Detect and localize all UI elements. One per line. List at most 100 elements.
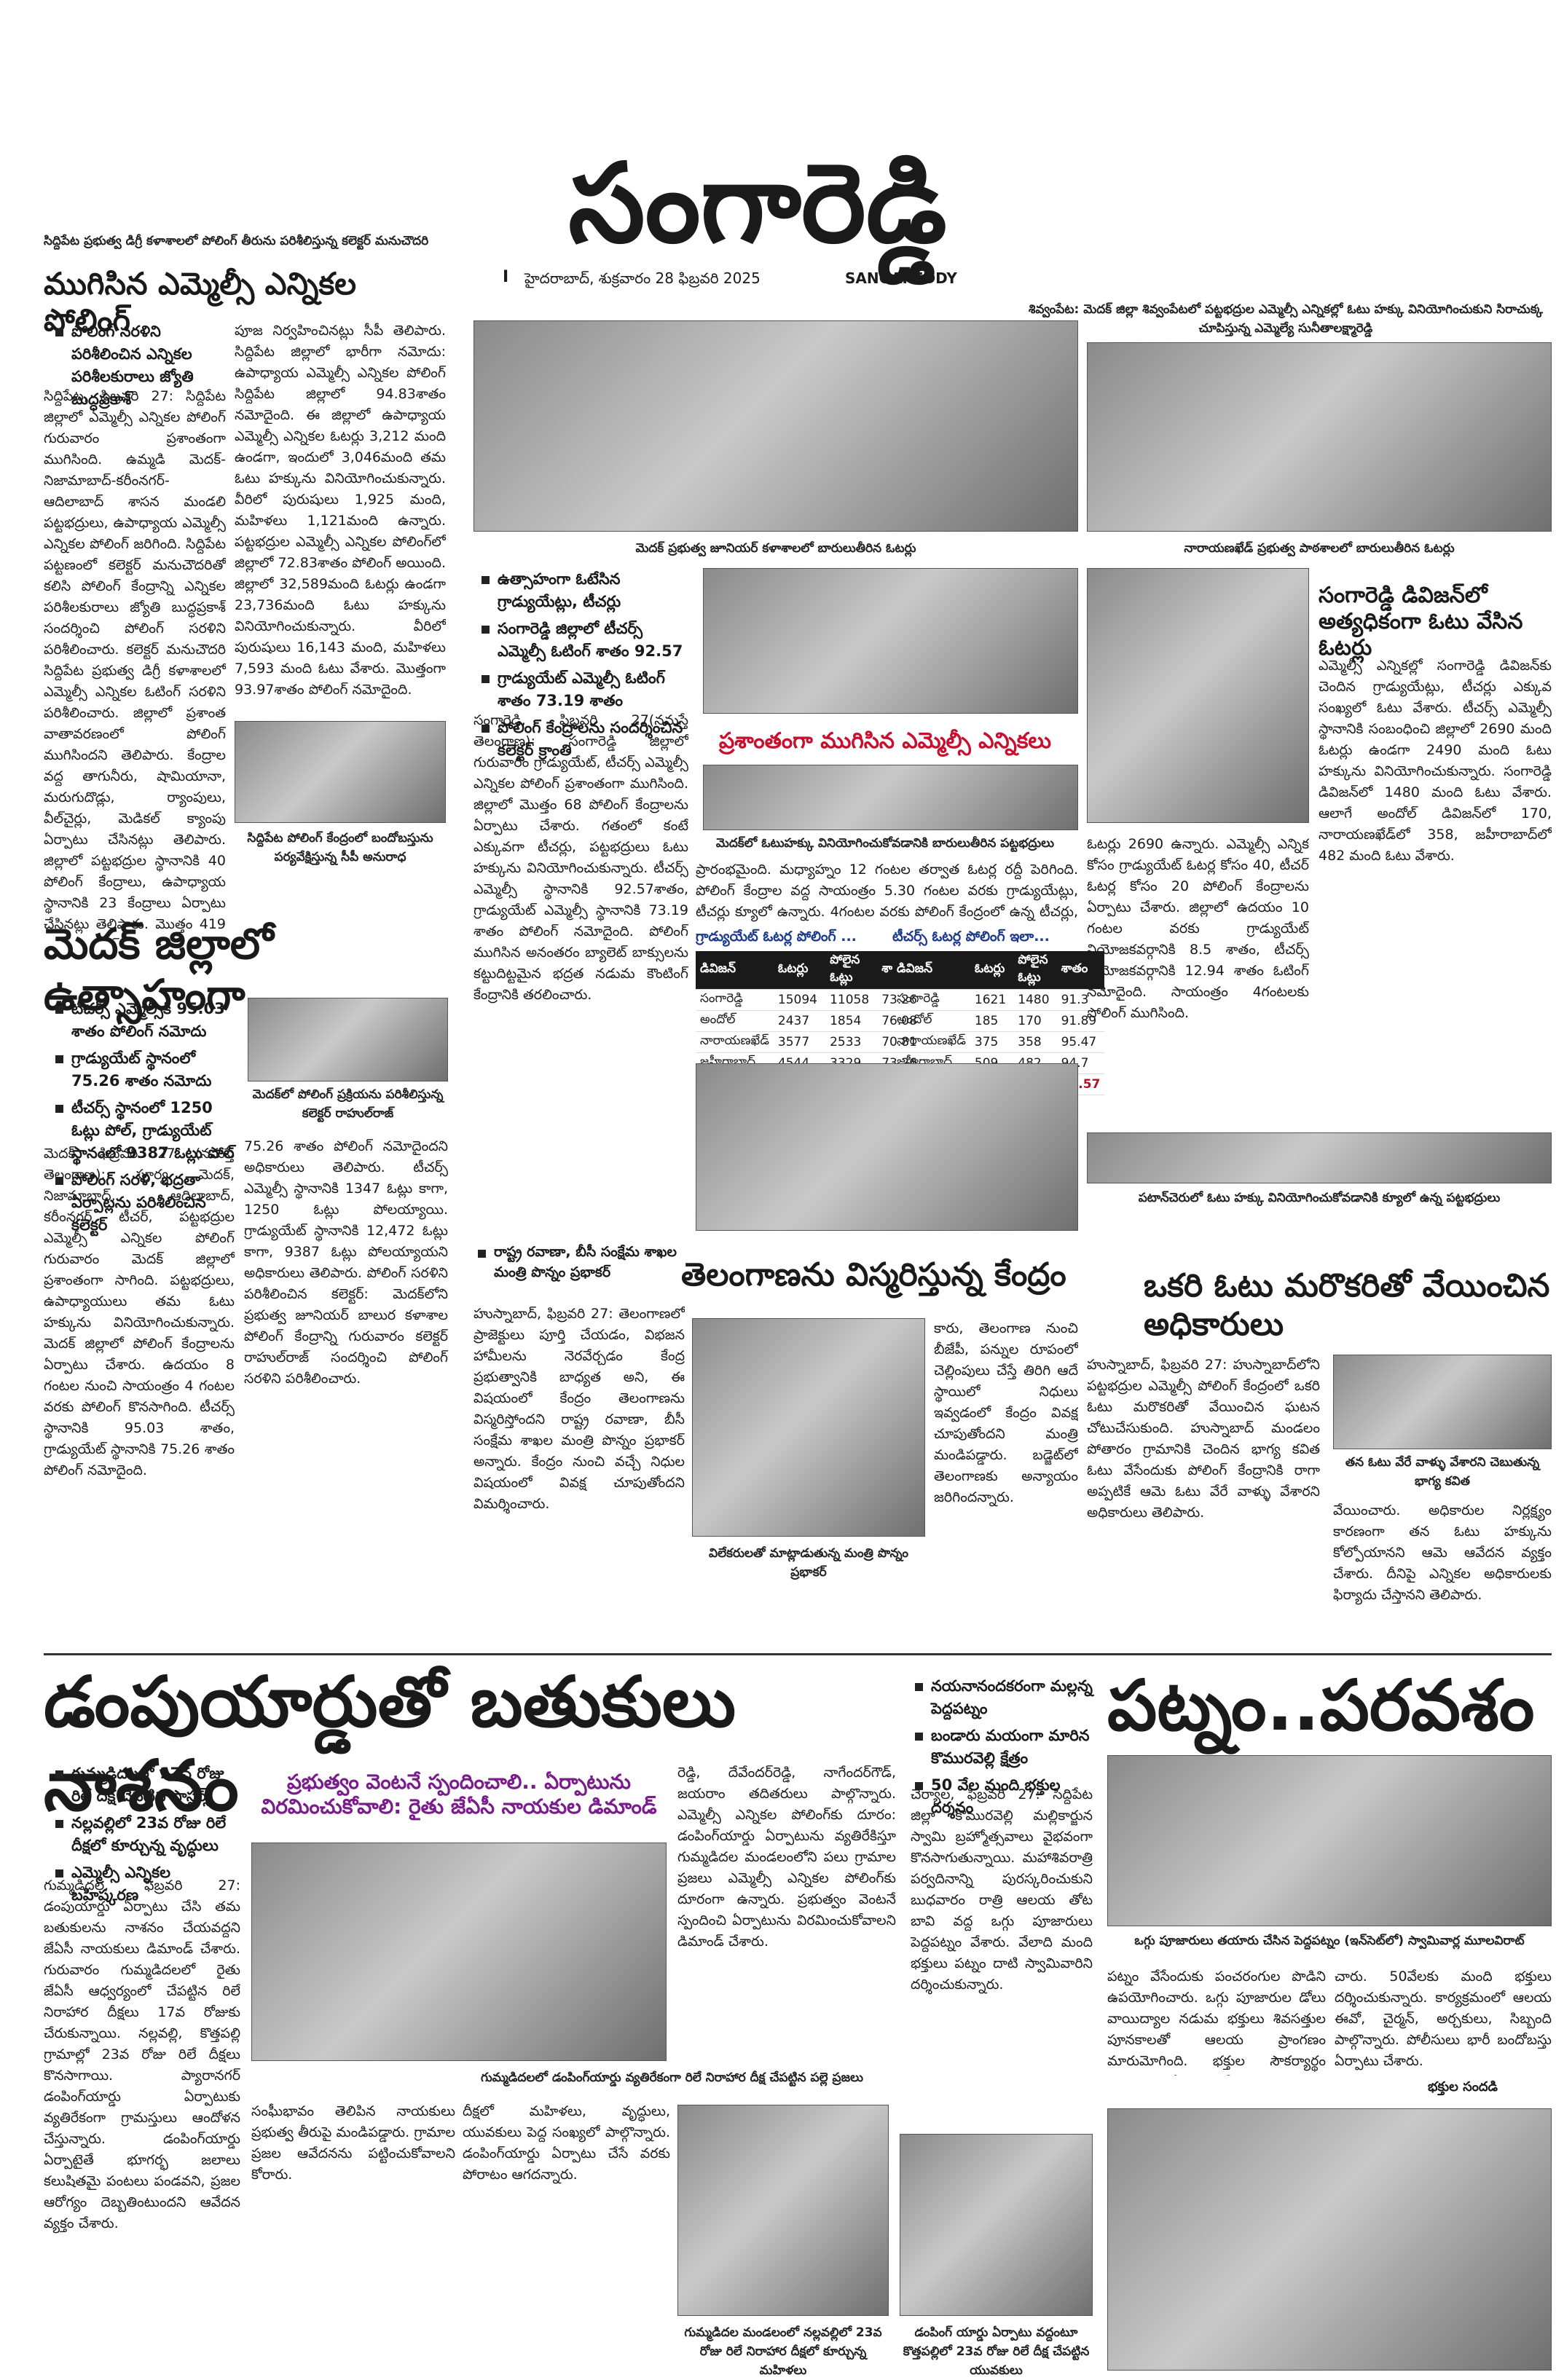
table-cell: నారాయణఖేడ్ (696, 1031, 774, 1053)
headline: ముగిసిన ఎమ్మెల్సీ ఎన్నికల పోలింగ్ (44, 266, 357, 339)
table-cell: 2437 (773, 1010, 826, 1032)
table-title: టీచర్స్ ఓటర్ల పోలింగ్ ఇలా... (892, 929, 1050, 945)
headline: తెలంగాణను విస్మరిస్తున్న కేంద్రం (681, 1256, 1066, 1293)
table-cell: 1621 (970, 989, 1014, 1011)
caption: సిద్దిపేట ప్రభుత్వ డిగ్రీ కళాశాలలో పోలిం… (44, 234, 429, 248)
photo (235, 721, 446, 823)
article-body: సిద్దిపేట, ఫిబ్రవరి 27: సిద్దిపేట జిల్లా… (44, 388, 226, 939)
table-cell: 11058 (825, 989, 878, 1011)
article-body: ఎమ్మెల్సీ ఎన్నికల్లో సంగారెడ్డి డివిజన్‌… (1319, 658, 1552, 864)
caption: విలేకరులతో మాట్లాడుతున్న మంత్రి పొన్నం ప… (709, 1546, 908, 1580)
photo (1087, 1132, 1552, 1183)
headline: పట్నం..పరవశం (1107, 1665, 1535, 1746)
bullet-list: రాష్ట్ర రవాణా, బీసీ సంక్షేమ శాఖల మంత్రి … (474, 1242, 677, 1287)
photo (692, 1318, 925, 1537)
table-cell: సంగారెడ్డి (892, 989, 970, 1011)
table-row: సంగారెడ్డి 1621 1480 91.3 (892, 989, 1105, 1011)
bullet: పోలింగ్ సరళి, భద్రతా ఏర్పాట్లను పరిశీలిం… (51, 1169, 240, 1237)
bullet-list: ఉత్సాహంగా ఓటేసిన గ్రాడ్యుయేట్లు, టీచర్లు… (477, 568, 696, 766)
masthead-english: SANGAREDDY (845, 269, 957, 287)
photo (1333, 1355, 1552, 1449)
article-body: పట్నం వేసేందుకు పంచరంగుల పొడిని ఉపయోగించ… (1107, 1969, 1326, 2076)
bullet: టీచర్స్ స్థానంలో 1250 ఓట్లు పోల్, గ్రాడ్… (51, 1097, 240, 1165)
byline: భక్తుల సందడి (1428, 2079, 1498, 2095)
table-row: అందోల్ 185 170 91.89 (892, 1010, 1105, 1032)
table-cell: 358 (1013, 1031, 1057, 1053)
article-body: ప్రారంభమైంది. మధ్యాహ్నం 12 గంటల తర్వాత ఓ… (696, 862, 1078, 920)
table-cell: 95.47 (1056, 1031, 1105, 1053)
table-cell: 1854 (825, 1010, 878, 1032)
caption: మెదక్ ప్రభుత్వ జూనియర్ కళాశాలలో బారులుతీ… (635, 541, 916, 556)
headline: డంపుయార్డుతో బతుకులు నాశనం (44, 1661, 736, 1827)
article-body: ఓటర్లు 2690 ఉన్నారు. ఎమ్మెల్సీ ఎన్నిక కో… (1087, 836, 1309, 1021)
caption: ఒగ్గు పూజారులు తయారు చేసిన పెద్దపట్నం (ఇ… (1134, 1934, 1525, 1948)
table-cell: 15094 (773, 989, 826, 1011)
dateline: హైదరాబాద్, శుక్రవారం 28 ఫిబ్రవరి 2025 (524, 269, 761, 287)
table-cell: 170 (1013, 1010, 1057, 1032)
caption: సిద్దిపేట పోలింగ్ కేంద్రంలో బందోబస్తును … (247, 831, 433, 864)
headline: ప్రశాంతంగా ముగిసిన ఎమ్మెల్సీ ఎన్నికలు (718, 728, 1052, 754)
table-cell: సంగారెడ్డి (696, 989, 774, 1011)
article-body: గుమ్మడిదల, ఫిబ్రవరి 27: డంపుయార్డు ఏర్పా… (44, 1877, 240, 2231)
article-body: చేర్యాల, ఫిబ్రవరి 27: సిద్దిపేట జిల్లా క… (911, 1786, 1093, 1993)
bullet: పోలింగ్ కేంద్రాలను సందర్శించిన కలెక్టర్ … (477, 717, 696, 762)
article-body: సంగారెడ్డి, ఫిబ్రవరి 27(నమస్తే తెలంగాణ):… (474, 712, 688, 1003)
caption: పటాన్‌చెరులో ఓటు హక్కు వినియోగించుకోవడాన… (1138, 1191, 1501, 1205)
header-cell: డివిజన్ (892, 951, 970, 990)
edition: I (503, 268, 509, 286)
article-body: పూజ నిర్వహించినట్లు సీపీ తెలిపారు. సిద్ద… (235, 323, 446, 698)
table-row: నారాయణఖేడ్ 375 358 95.47 (892, 1031, 1105, 1053)
table-header: డివిజన్ఓటర్లుపోలైన ఓట్లుశాతం (696, 951, 926, 990)
article-body: వేయించారు. అధికారుల నిర్లక్ష్యం కారణంగా … (1333, 1502, 1552, 1603)
bullet-list: గుమ్మడిదలలో 17వ రోజు రిలే దీక్ష చేపట్టిన… (51, 1762, 240, 1911)
caption: తన ఓటు వేరే వాళ్ళు వేశారని చెబుతున్న భాగ… (1345, 1455, 1540, 1489)
caption: మెదక్‌లో పోలింగ్ ప్రక్రియను పరిశీలిస్తున… (252, 1087, 444, 1121)
photo (696, 1063, 1078, 1231)
masthead-title: సంగారెడ్డి (568, 141, 947, 267)
bullet: పోలింగ్ సరళిని పరిశీలించిన ఎన్నికల పరిశీ… (51, 320, 226, 411)
caption: డంపింగ్ యార్డు ఏర్పాటు వద్దంటూ కొత్తపల్ల… (903, 2325, 1090, 2378)
bullet: సంగారెడ్డి జిల్లాలో టీచర్స్ ఎమ్మెల్సీ ఓట… (477, 618, 696, 663)
bullet: రాష్ట్ర రవాణా, బీసీ సంక్షేమ శాఖల మంత్రి … (474, 1242, 677, 1282)
header-cell: పోలైన ఓట్లు (1013, 951, 1057, 990)
headline: ఒకరి ఓటు మరొకరితో వేయించిన అధికారులు (1144, 1267, 1550, 1343)
photo (248, 998, 448, 1081)
bullet-list: టీచర్స్ ఎమ్మెల్సీకి 95.03 శాతం పోలింగ్ న… (51, 998, 240, 1241)
photo (703, 765, 1078, 830)
header-cell: పోలైన ఓట్లు (825, 951, 878, 990)
table-cell: నారాయణఖేడ్ (892, 1031, 970, 1053)
header-cell: డివిజన్ (696, 951, 774, 990)
article-body: చారు. 50వేలకు మంది భక్తులు దర్శించుకున్న… (1335, 1969, 1552, 2069)
table-row: నారాయణఖేడ్ 3577 2533 70.81 (696, 1031, 926, 1053)
headline: మెదక్ జిల్లాలో ఉత్సాహంగా (44, 919, 274, 1020)
bullet: గ్రాడ్యుయేట్ స్థానంలో 75.26 శాతం నమోదు (51, 1047, 240, 1092)
caption: గుమ్మడిదల మండలంలో నల్లవల్లిలో 23వ రోజు ర… (684, 2325, 882, 2378)
article-body: దీక్షలో మహిళలు, వృద్ధులు, యువకులు పెద్ద … (463, 2103, 670, 2183)
caption: నారాయణఖేడ్ ప్రభుత్వ పాఠశాలలో బారులుతీరిన… (1184, 541, 1455, 556)
caption: మెదక్‌లో ఓటుహక్కు వినియోగించుకోవడానికి బ… (715, 836, 1055, 851)
rule (44, 1653, 1552, 1655)
table-title: గ్రాడ్యుయేట్ ఓటర్ల పోలింగ్ ... (696, 929, 857, 945)
photo (677, 2105, 889, 2316)
photo (703, 568, 1078, 714)
photo (1107, 1755, 1552, 1926)
bullet: నల్లవల్లిలో 23వ రోజు రిలే దీక్షలో కూర్చు… (51, 1812, 240, 1857)
article-body: హుస్నాబాద్, ఫిబ్రవరి 27: హుస్నాబాద్‌లోని… (1087, 1357, 1320, 1521)
bullet: బండారు మయంగా మారిన కొమురవెల్లి క్షేత్రం (911, 1725, 1096, 1770)
bullet: గ్రాడ్యుయేట్ ఎమ్మెల్సీ ఓటింగ్ శాతం 73.19… (477, 667, 696, 712)
table-cell: 375 (970, 1031, 1014, 1053)
table-row: సంగారెడ్డి 15094 11058 73.26 (696, 989, 926, 1011)
table-cell: 2533 (825, 1031, 878, 1053)
header-cell: శాతం (1056, 951, 1105, 990)
bullet: నయనానందకరంగా మల్లన్న పెద్దపట్నం (911, 1675, 1096, 1720)
table-cell: అందోల్ (696, 1010, 774, 1032)
headline: సంగారెడ్డి డివిజన్‌లో అత్యధికంగా ఓటు వేస… (1319, 583, 1523, 661)
photo (251, 1843, 667, 2061)
table-cell: 1480 (1013, 989, 1057, 1011)
header-cell: ఓటర్లు (970, 951, 1014, 990)
table-cell: 185 (970, 1010, 1014, 1032)
bullet: ఉత్సాహంగా ఓటేసిన గ్రాడ్యుయేట్లు, టీచర్లు (477, 568, 696, 613)
article-body: సంఘీభావం తెలిపిన నాయకులు ప్రభుత్వ తీరుపై… (251, 2103, 455, 2183)
article-body: కారు, తెలంగాణ నుంచి బీజేపీ, పన్నుల రూపంల… (934, 1320, 1078, 1505)
photo (474, 320, 1078, 532)
